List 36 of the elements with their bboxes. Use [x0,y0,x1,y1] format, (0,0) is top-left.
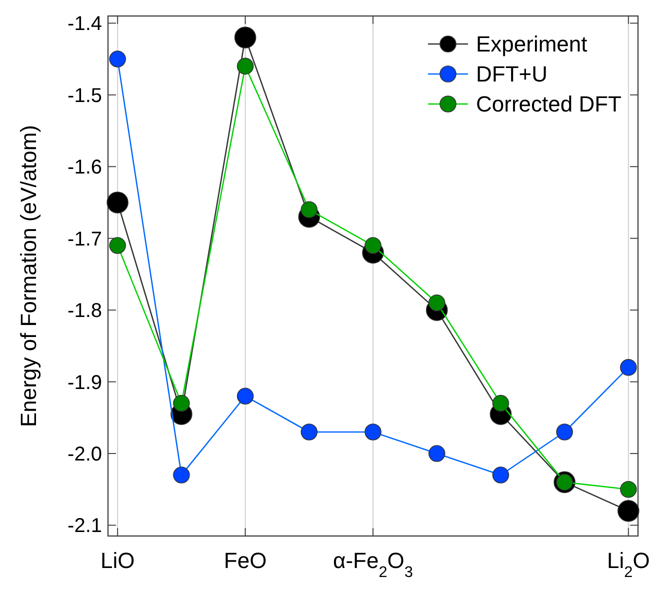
legend-label: Corrected DFT [476,92,622,117]
point [428,445,446,462]
y-tick-label: -1.9 [68,372,102,394]
point [173,466,190,484]
point [300,424,318,440]
x-tick-label: Li$_{2}$O [607,548,650,580]
y-tick-label: -2.0 [68,444,102,466]
y-tick-label: -2.1 [68,515,102,538]
point [234,26,256,48]
point [300,201,318,218]
point [364,237,382,254]
point [173,394,190,412]
point [428,294,446,312]
point [620,359,637,376]
point [492,394,510,412]
legend-label: DFT+U [476,62,548,87]
x-tick-label: FeO [224,548,267,573]
y-tick-label: -1.7 [68,228,102,250]
point [109,237,126,254]
x-tick-label: LiO [100,548,135,573]
x-tick-label: α-Fe$_{2}$O$_{3}$ [333,548,413,580]
point [492,466,510,484]
y-axis-title: Energy of Formation (eV/atom) [16,124,41,428]
point [106,192,128,214]
legend-label: Experiment [476,32,588,57]
point [236,388,254,405]
y-tick-label: -1.6 [68,156,102,179]
y-tick-label: -1.8 [68,300,102,322]
point [236,58,254,75]
point [109,50,126,68]
y-tick-label: -1.4 [68,13,102,36]
point [556,424,573,440]
point [618,500,640,522]
y-tick-label: -1.5 [68,84,102,107]
point [620,480,637,498]
point [364,424,382,440]
